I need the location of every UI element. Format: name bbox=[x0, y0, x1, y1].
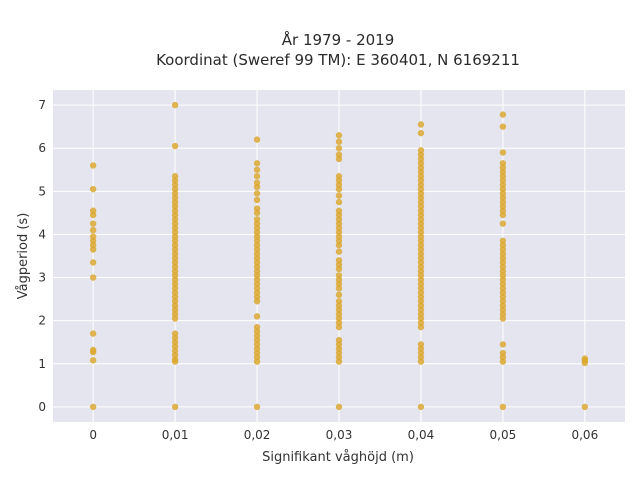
data-point bbox=[253, 323, 261, 331]
data-point bbox=[335, 272, 343, 279]
data-point bbox=[253, 403, 261, 411]
data-point bbox=[417, 403, 425, 411]
y-tick-label: 6 bbox=[38, 141, 46, 155]
data-points bbox=[89, 101, 589, 411]
data-point bbox=[417, 341, 425, 348]
data-point bbox=[253, 160, 261, 167]
data-point bbox=[335, 403, 343, 411]
x-tick-label: 0,05 bbox=[490, 428, 517, 442]
data-point bbox=[417, 121, 425, 128]
data-point bbox=[253, 179, 261, 186]
data-point bbox=[89, 207, 97, 214]
data-point bbox=[335, 192, 343, 199]
data-point bbox=[171, 142, 179, 150]
data-point bbox=[499, 349, 507, 357]
data-point bbox=[253, 173, 261, 180]
data-point bbox=[171, 173, 179, 180]
data-point bbox=[417, 129, 425, 137]
data-point bbox=[253, 136, 261, 143]
x-tick-label: 0,06 bbox=[571, 428, 598, 442]
y-tick-label: 7 bbox=[38, 98, 46, 112]
data-point bbox=[89, 274, 97, 281]
data-point bbox=[253, 166, 261, 173]
data-point bbox=[417, 147, 425, 154]
data-point bbox=[253, 205, 261, 212]
data-point bbox=[253, 313, 261, 320]
data-point bbox=[499, 111, 507, 118]
data-point bbox=[253, 196, 261, 204]
data-point bbox=[335, 173, 343, 180]
data-point bbox=[335, 291, 343, 299]
y-tick-label: 1 bbox=[38, 357, 46, 371]
data-point bbox=[335, 198, 343, 206]
data-point bbox=[499, 403, 507, 411]
data-point bbox=[89, 162, 97, 169]
data-point bbox=[335, 298, 343, 305]
data-point bbox=[89, 233, 97, 240]
data-point bbox=[335, 336, 343, 344]
data-point bbox=[335, 138, 343, 145]
y-tick-label: 0 bbox=[38, 400, 46, 414]
data-point bbox=[89, 220, 97, 227]
x-tick-label: 0,03 bbox=[326, 428, 353, 442]
data-point bbox=[335, 257, 343, 264]
data-point bbox=[499, 123, 507, 130]
data-point bbox=[335, 151, 343, 158]
data-point bbox=[89, 259, 97, 266]
data-point bbox=[335, 207, 343, 214]
data-point bbox=[581, 355, 589, 362]
x-axis-title: Signifikant våghöjd (m) bbox=[262, 450, 414, 465]
chart-title-line-1: År 1979 - 2019 bbox=[282, 30, 395, 49]
y-tick-label: 3 bbox=[38, 271, 46, 285]
data-point bbox=[89, 403, 97, 411]
data-point bbox=[499, 237, 507, 245]
chart-title-line-2: Koordinat (Sweref 99 TM): E 360401, N 61… bbox=[156, 51, 520, 69]
data-point bbox=[89, 330, 97, 337]
y-tick-label: 2 bbox=[38, 314, 46, 328]
data-point bbox=[89, 357, 97, 364]
tick-labels: 0 0,01 0,02 0,03 0,04 0,05 0,06 0 1 2 3 4 5 6 7 bbox=[38, 98, 598, 442]
data-point bbox=[581, 403, 589, 411]
data-point bbox=[335, 132, 343, 139]
data-point bbox=[499, 341, 507, 348]
data-point bbox=[499, 160, 507, 167]
x-tick-label: 0,02 bbox=[244, 428, 271, 442]
x-tick-label: 0,01 bbox=[162, 428, 189, 442]
data-point bbox=[89, 226, 97, 234]
y-tick-label: 4 bbox=[38, 227, 46, 241]
data-point bbox=[499, 149, 507, 156]
data-point bbox=[335, 248, 343, 255]
data-point bbox=[89, 346, 97, 354]
x-tick-label: 0 bbox=[89, 428, 97, 442]
data-point bbox=[253, 190, 261, 197]
y-tick-label: 5 bbox=[38, 184, 46, 198]
data-point bbox=[89, 185, 97, 193]
data-point bbox=[171, 330, 179, 337]
y-axis-title: Vågperiod (s) bbox=[16, 213, 31, 300]
x-tick-label: 0,04 bbox=[408, 428, 435, 442]
data-point bbox=[253, 216, 261, 223]
data-point bbox=[499, 220, 507, 227]
data-point bbox=[335, 145, 343, 152]
data-point bbox=[171, 101, 179, 109]
data-point bbox=[171, 403, 179, 411]
